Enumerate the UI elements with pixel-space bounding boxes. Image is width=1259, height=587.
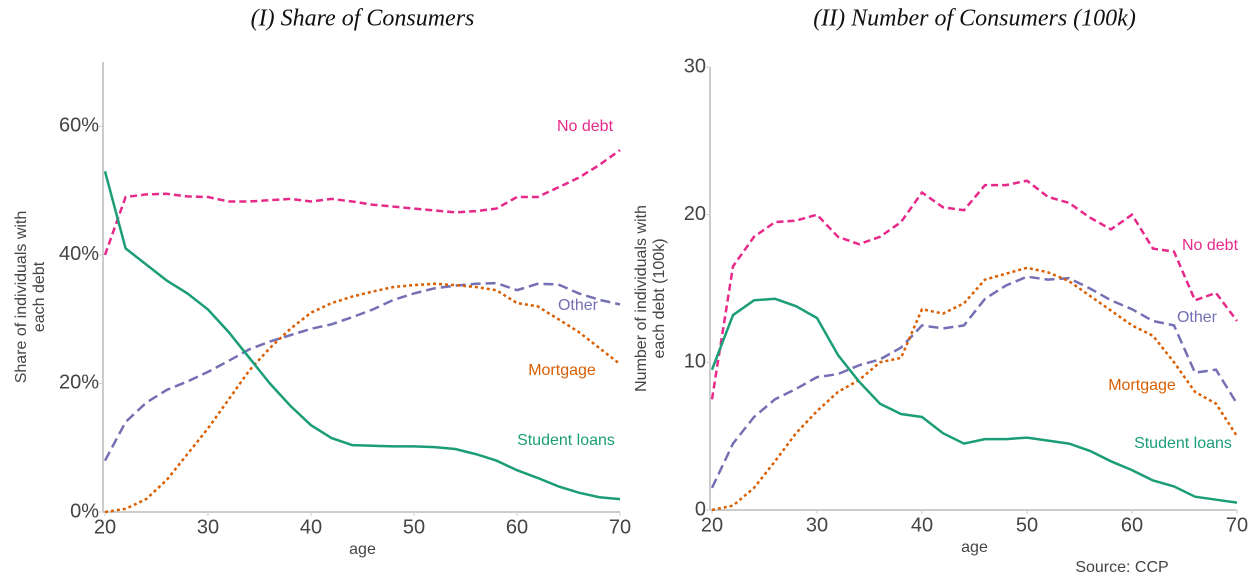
- series-label: Mortgage: [1108, 377, 1176, 394]
- y-tick-label: 0: [695, 498, 706, 520]
- series-label: No debt: [557, 118, 614, 135]
- series-label: Student loans: [1134, 435, 1232, 452]
- y-axis-label: Share of individuals with: [13, 211, 30, 384]
- y-tick-label: 60%: [59, 115, 99, 137]
- x-axis-label: age: [961, 539, 988, 556]
- x-tick-label: 30: [197, 516, 219, 538]
- source-note: Source: CCP: [1075, 559, 1168, 576]
- x-tick-label: 60: [1121, 514, 1143, 536]
- y-tick-label: 0%: [70, 500, 99, 522]
- chart-title: (I) Share of Consumers: [251, 6, 475, 32]
- x-tick-label: 50: [1016, 514, 1038, 536]
- y-tick-label: 30: [684, 55, 706, 77]
- series-label: Mortgage: [528, 362, 596, 379]
- series-label: Other: [558, 297, 599, 314]
- series-line: [711, 266, 1239, 512]
- series-line: [710, 275, 1239, 489]
- x-tick-label: 70: [1226, 514, 1248, 536]
- series-line: [710, 179, 1239, 400]
- chart-title: (II) Number of Consumers (100k): [813, 6, 1136, 32]
- series-label: No debt: [1182, 237, 1239, 254]
- series-line: [103, 281, 621, 462]
- y-tick-label: 20%: [59, 372, 99, 394]
- series-line: [103, 149, 621, 256]
- x-tick-label: 70: [609, 516, 631, 538]
- series-line: [103, 170, 621, 501]
- x-tick-label: 60: [506, 516, 528, 538]
- y-tick-label: 10: [684, 351, 706, 373]
- x-tick-label: 20: [94, 516, 116, 538]
- y-tick-label: 40%: [59, 243, 99, 265]
- y-axis-label: each debt (100k): [651, 238, 668, 358]
- series-line: [710, 297, 1238, 504]
- x-tick-label: 30: [806, 514, 828, 536]
- y-axis-label: Number of individuals with: [633, 205, 650, 392]
- x-axis-label: age: [349, 541, 376, 558]
- x-tick-label: 50: [403, 516, 425, 538]
- series-label: Other: [1177, 309, 1218, 326]
- x-tick-label: 40: [300, 516, 322, 538]
- series-label: Student loans: [517, 432, 615, 449]
- y-tick-label: 20: [684, 203, 706, 225]
- y-axis-label: each debt: [31, 261, 48, 332]
- x-tick-label: 40: [911, 514, 933, 536]
- x-tick-label: 20: [701, 514, 723, 536]
- series-line: [104, 282, 621, 514]
